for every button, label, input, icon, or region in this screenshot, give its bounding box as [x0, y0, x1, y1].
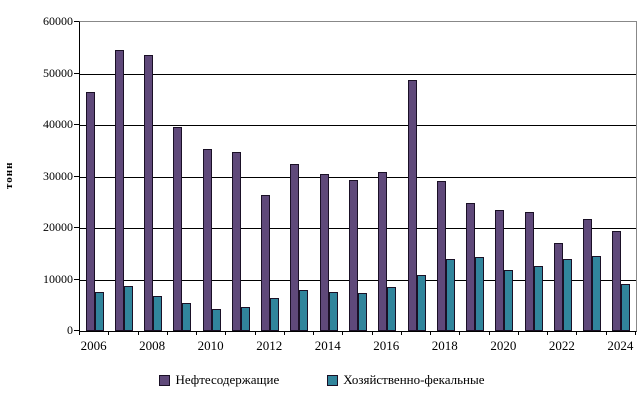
- legend-label-series-2: Хозяйственно-фекальные: [343, 372, 485, 387]
- bar-khozyaystvenno-fekalnye: [94, 292, 104, 331]
- x-axis-tick: [342, 331, 344, 335]
- y-tick-label: 0: [67, 323, 73, 337]
- bar-neftesoderzhashchie: [583, 219, 593, 331]
- x-tick-label: 2006: [80, 338, 107, 353]
- y-axis-tick: [74, 227, 79, 228]
- bar-khozyaystvenno-fekalnye: [358, 293, 367, 331]
- x-tick-label: 2010: [197, 338, 224, 353]
- bar-neftesoderzhashchie: [202, 149, 212, 331]
- y-tick-label: 40000: [43, 117, 73, 131]
- y-tick-label: 10000: [43, 271, 73, 286]
- y-tick-label: 50000: [43, 65, 73, 80]
- gridline: [80, 73, 636, 75]
- bar-neftesoderzhashchie: [231, 152, 241, 331]
- x-axis-tick: [400, 331, 402, 335]
- x-axis-tick: [108, 331, 110, 335]
- bar-neftesoderzhashchie: [466, 203, 476, 331]
- legend: Нефтесодержащие Хозяйственно-фекальные: [0, 370, 644, 390]
- bar-khozyaystvenno-fekalnye: [328, 292, 338, 331]
- x-axis-tick: [196, 331, 198, 335]
- bar-khozyaystvenno-fekalnye: [621, 284, 631, 331]
- bar-neftesoderzhashchie: [319, 174, 329, 331]
- x-axis-tick: [254, 331, 256, 335]
- y-axis-tick: [74, 330, 79, 331]
- x-axis-tick: [313, 331, 315, 335]
- x-axis-tick: [635, 331, 636, 335]
- x-axis-tick: [137, 331, 139, 335]
- x-tick-label: 2024: [607, 338, 634, 353]
- x-axis-tick: [517, 331, 519, 335]
- x-tick-label: 2020: [490, 338, 517, 353]
- bar-neftesoderzhashchie: [436, 181, 446, 331]
- x-axis-tick: [547, 331, 549, 335]
- x-tick-label: 2012: [256, 338, 283, 353]
- bar-khozyaystvenno-fekalnye: [445, 259, 455, 331]
- bar-neftesoderzhashchie: [85, 92, 95, 331]
- y-tick-label: 20000: [43, 220, 73, 234]
- x-axis-tick: [166, 331, 168, 335]
- y-axis-tick: [74, 72, 79, 74]
- bar-neftesoderzhashchie: [407, 80, 417, 331]
- bar-khozyaystvenno-fekalnye: [182, 303, 192, 331]
- bar-neftesoderzhashchie: [612, 231, 622, 331]
- y-axis-tick: [74, 175, 79, 177]
- x-tick-label: 2014: [314, 338, 341, 353]
- bar-khozyaystvenno-fekalnye: [270, 298, 280, 331]
- y-axis-title: тонн: [3, 161, 15, 190]
- x-tick-label: 2016: [373, 338, 400, 353]
- x-axis-tick: [576, 331, 578, 335]
- gridline: [80, 279, 636, 281]
- legend-label-series-1: Нефтесодержащие: [175, 372, 280, 387]
- bar-khozyaystvenno-fekalnye: [123, 286, 133, 331]
- x-axis-tick: [430, 331, 432, 335]
- bar-neftesoderzhashchie: [349, 180, 358, 331]
- bar-khozyaystvenno-fekalnye: [475, 257, 485, 331]
- gridline: [80, 125, 636, 126]
- y-tick-label: 60000: [43, 14, 73, 28]
- bar-khozyaystvenno-fekalnye: [562, 259, 572, 331]
- bar-neftesoderzhashchie: [144, 55, 154, 331]
- legend-item-series-2: Хозяйственно-фекальные: [327, 372, 485, 388]
- bar-neftesoderzhashchie: [173, 127, 183, 331]
- bar-khozyaystvenno-fekalnye: [592, 256, 602, 331]
- x-axis-tick: [283, 331, 285, 335]
- y-axis-tick: [74, 124, 79, 125]
- bar-khozyaystvenno-fekalnye: [153, 296, 163, 331]
- bar-khozyaystvenno-fekalnye: [416, 275, 426, 331]
- bar-khozyaystvenno-fekalnye: [211, 309, 221, 331]
- bar-khozyaystvenno-fekalnye: [504, 270, 514, 331]
- x-axis-tick: [488, 331, 490, 335]
- x-axis-tick: [371, 331, 373, 335]
- bar-khozyaystvenno-fekalnye: [387, 287, 397, 331]
- bar-neftesoderzhashchie: [114, 50, 124, 331]
- series-1-swatch-icon: [159, 374, 171, 386]
- plot-area: [79, 21, 637, 332]
- bar-neftesoderzhashchie: [290, 164, 300, 331]
- bar-khozyaystvenno-fekalnye: [240, 307, 250, 331]
- y-axis-tick: [74, 21, 79, 22]
- gridline: [80, 228, 636, 229]
- x-axis-tick: [605, 331, 607, 335]
- bar-neftesoderzhashchie: [524, 212, 534, 331]
- bar-neftesoderzhashchie: [378, 172, 388, 331]
- x-axis-tick: [79, 331, 80, 335]
- bar-khozyaystvenno-fekalnye: [533, 266, 543, 331]
- bar-neftesoderzhashchie: [261, 195, 271, 331]
- x-axis-tick: [459, 331, 461, 335]
- bar-neftesoderzhashchie: [553, 243, 563, 331]
- legend-item-series-1: Нефтесодержащие: [159, 372, 279, 388]
- series-2-swatch-icon: [327, 374, 339, 386]
- bar-neftesoderzhashchie: [495, 210, 505, 331]
- y-axis-tick: [74, 278, 79, 280]
- gridline: [80, 176, 636, 178]
- y-tick-label: 30000: [43, 168, 73, 183]
- x-axis-tick: [225, 331, 227, 335]
- x-tick-label: 2008: [139, 338, 166, 353]
- bar-khozyaystvenno-fekalnye: [299, 290, 309, 331]
- x-tick-label: 2022: [548, 338, 575, 353]
- x-tick-label: 2018: [431, 338, 458, 353]
